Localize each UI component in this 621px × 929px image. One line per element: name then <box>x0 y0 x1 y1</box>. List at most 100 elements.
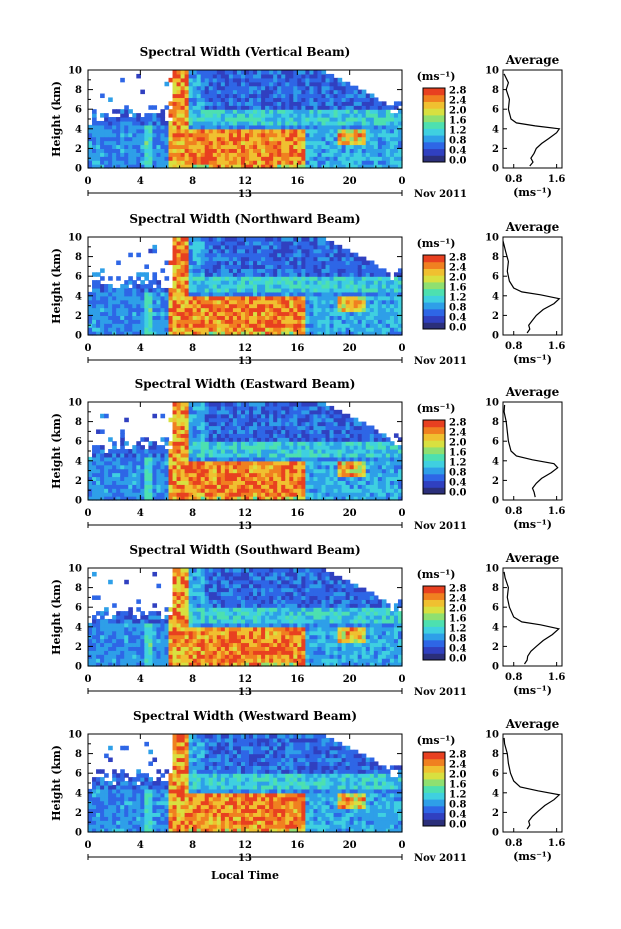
heatmap-cell <box>236 425 242 431</box>
heatmap-cell <box>228 476 234 481</box>
heatmap-cell <box>92 287 97 293</box>
heatmap-cell <box>381 311 387 316</box>
heatmap-cell <box>325 152 331 157</box>
heatmap-cell <box>236 124 242 130</box>
heatmap-cell <box>236 464 242 470</box>
heatmap-cell <box>305 70 311 75</box>
heatmap-cell <box>293 89 298 95</box>
heatmap-cell <box>249 433 254 438</box>
heatmap-cell <box>148 156 154 161</box>
heatmap-cell <box>289 468 294 474</box>
heatmap-cell <box>257 315 262 320</box>
heatmap-cell <box>208 472 214 478</box>
heatmap-cell <box>269 468 274 474</box>
heatmap-cell <box>196 311 202 316</box>
heatmap-cell <box>228 295 234 301</box>
heatmap-cell <box>357 421 363 427</box>
heatmap-cell <box>281 464 286 470</box>
heatmap-cell <box>257 492 262 497</box>
heatmap-cell <box>120 307 125 313</box>
heatmap-cell <box>349 132 355 138</box>
heatmap-cell <box>216 295 222 301</box>
heatmap-cell <box>152 441 158 446</box>
heatmap-cell <box>160 456 166 462</box>
heatmap-cell <box>305 445 311 450</box>
heatmap-cell <box>180 460 186 466</box>
heatmap-cell <box>204 287 210 293</box>
heatmap-cell <box>325 240 331 246</box>
heatmap-cell <box>345 433 351 438</box>
heatmap-cell <box>293 441 298 446</box>
heatmap-cell <box>192 140 198 146</box>
heatmap-cell <box>301 405 306 411</box>
heatmap-cell <box>345 496 351 501</box>
x-tick-label: 20 <box>343 176 357 187</box>
heatmap-cell <box>220 284 226 289</box>
heatmap-cell <box>192 319 198 324</box>
heatmap-cell <box>232 413 238 419</box>
colorbar-swatch <box>423 281 445 290</box>
heatmap-cell <box>245 323 250 328</box>
heatmap-cell <box>369 331 375 336</box>
heatmap-cell <box>357 268 363 273</box>
heatmap-cell <box>381 140 387 146</box>
heatmap-cell <box>240 140 246 146</box>
heatmap-cell <box>180 299 186 305</box>
heatmap-cell <box>192 476 198 481</box>
heatmap-cell <box>321 136 327 142</box>
heatmap-cell <box>245 445 250 450</box>
heatmap-cell <box>200 144 206 149</box>
heatmap-cell <box>381 272 387 277</box>
heatmap-cell <box>317 260 323 266</box>
heatmap-cell <box>277 468 282 474</box>
heatmap-cell <box>224 303 230 309</box>
heatmap-cell <box>160 445 166 450</box>
heatmap-cell <box>269 152 274 157</box>
heatmap-cell <box>329 160 335 165</box>
heatmap-cell <box>192 117 198 122</box>
heatmap-cell <box>224 113 230 118</box>
heatmap-cell <box>297 128 302 134</box>
heatmap-cell <box>373 101 379 106</box>
heatmap-cell <box>188 421 194 427</box>
heatmap-cell <box>224 156 230 161</box>
heatmap-cell <box>321 140 327 146</box>
heatmap-cell <box>313 109 319 114</box>
heatmap-cell <box>313 160 319 165</box>
heatmap-cell <box>333 93 339 99</box>
heatmap-cell <box>245 128 250 134</box>
heatmap-cell <box>309 299 315 305</box>
heatmap-cell <box>329 97 335 102</box>
heatmap-cell <box>245 480 250 485</box>
heatmap-cell <box>240 319 246 324</box>
heatmap-cell <box>329 117 335 122</box>
heatmap-cell <box>240 284 246 289</box>
heatmap-cell <box>365 476 371 481</box>
heatmap-cell <box>188 268 194 273</box>
heatmap-cell <box>224 291 230 297</box>
heatmap-cell <box>341 484 347 489</box>
heatmap-cell <box>200 437 206 442</box>
heatmap-cell <box>397 331 403 336</box>
heatmap-cell <box>285 405 290 411</box>
heatmap-cell <box>329 77 335 83</box>
heatmap-cell <box>261 284 266 289</box>
heatmap-cell <box>305 425 311 431</box>
heatmap-cell <box>152 276 158 281</box>
heatmap-cell <box>249 160 254 165</box>
heatmap-cell <box>200 409 206 415</box>
heatmap-cell <box>236 319 242 324</box>
heatmap-cell <box>381 109 387 114</box>
heatmap-cell <box>196 148 202 153</box>
heatmap-cell <box>281 425 286 431</box>
heatmap-cell <box>196 97 202 102</box>
heatmap-cell <box>216 77 222 83</box>
heatmap-cell <box>357 164 363 169</box>
heatmap-cell <box>232 496 238 501</box>
heatmap-cell <box>297 441 302 446</box>
heatmap-cell <box>317 488 323 493</box>
heatmap-cell <box>253 295 258 301</box>
heatmap-cell <box>220 421 226 427</box>
heatmap-cell <box>249 429 254 434</box>
heatmap-cell <box>325 136 331 142</box>
